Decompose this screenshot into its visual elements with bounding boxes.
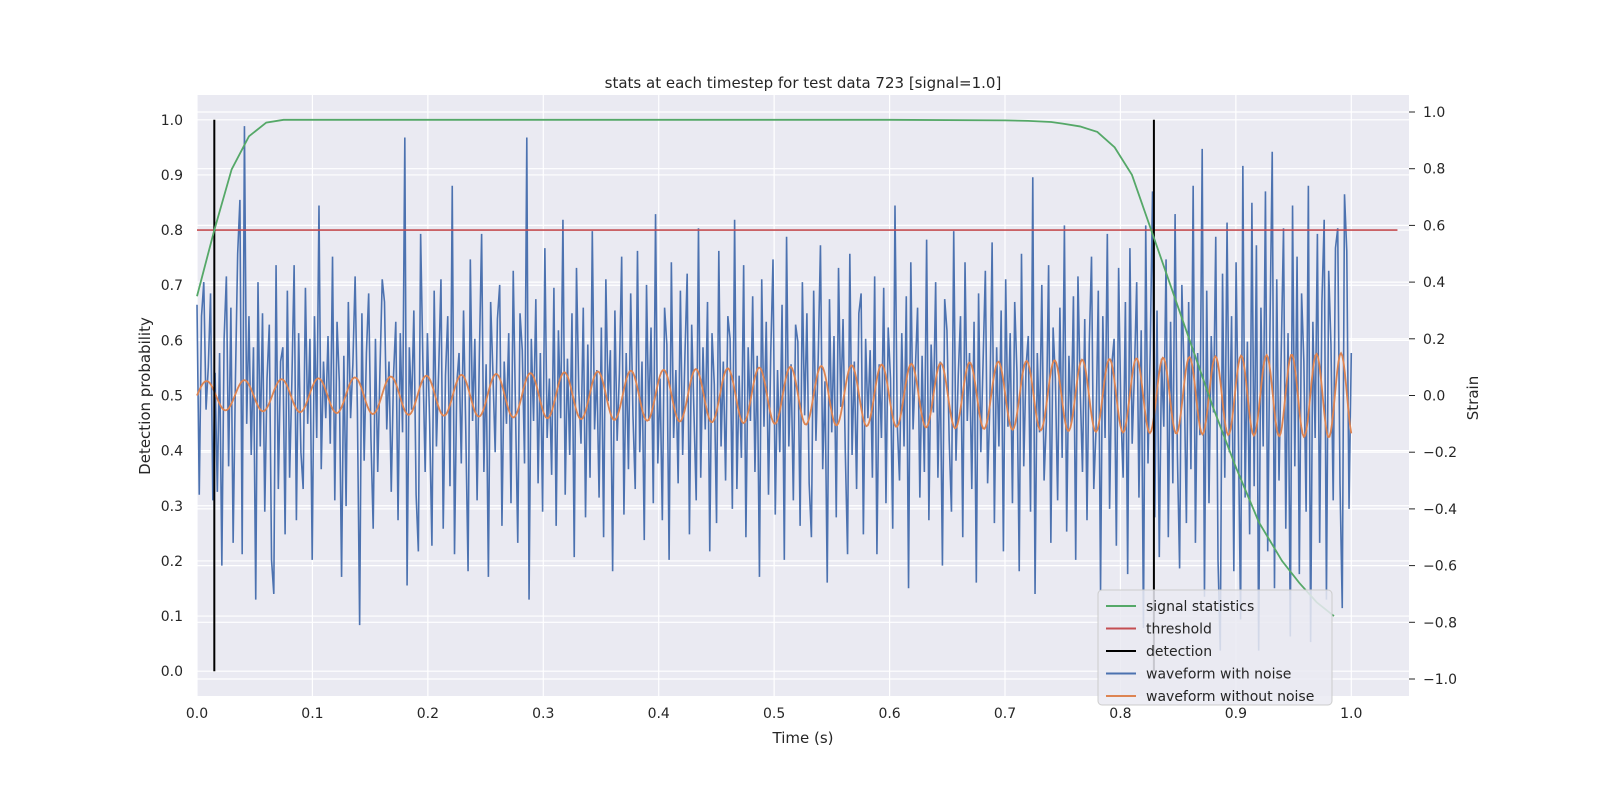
y2-tick-label: −0.4 [1423,502,1457,518]
x-tick-label: 0.1 [301,706,323,722]
x-tick-label: 0.9 [1225,706,1247,722]
x-axis-title: Time (s) [772,729,834,747]
y-tick-label: 0.7 [161,278,183,294]
y-tick-label: 0.9 [161,168,183,184]
y-tick-label: 0.8 [161,223,183,239]
y2-tick-label: −0.8 [1423,615,1457,631]
y-tick-label: 0.2 [161,554,183,570]
y2-tick-label: −0.2 [1423,445,1457,461]
y-tick-label: 1.0 [161,113,183,129]
y2-tick-label: 1.0 [1423,105,1445,121]
axes-layer: 0.0 0.1 0.2 0.3 0.4 0.5 0.6 0.7 0.8 0.9 1.0 0.0 0.1 0… [161,105,1457,722]
legend-box [1097,589,1333,706]
legend-label: waveform without noise [1146,689,1314,705]
x-tick-label: 1.0 [1340,706,1362,722]
y-tick-label: 0.4 [161,444,183,460]
y-tick-label: 0.0 [161,664,183,680]
series-waveform-without-noise [196,351,1353,439]
legend-label: waveform with noise [1146,667,1291,683]
legend: signal statistics threshold detection wavef… [1097,589,1333,706]
series-layer [196,118,1398,672]
y2-tick-label: −1.0 [1423,672,1457,688]
x-tick-label: 0.5 [763,706,785,722]
y2-tick-label: 0.4 [1423,275,1445,291]
y2-tick-label: −0.6 [1423,559,1457,575]
x-tick-label: 0.0 [186,706,208,722]
y2-tick-label: 0.0 [1423,389,1445,405]
y-axis-title: Detection probability [136,317,154,475]
x-tick-label: 0.4 [648,706,670,722]
legend-label: detection [1146,644,1212,660]
y2-tick-label: 0.2 [1423,332,1445,348]
legend-label: threshold [1146,622,1212,638]
x-tick-label: 0.7 [994,706,1016,722]
y2-tick-label: 0.6 [1423,218,1445,234]
x-tick-label: 0.2 [417,706,439,722]
series-waveform-with-noise [196,126,1353,651]
y-tick-label: 0.1 [161,609,183,625]
x-tick-label: 0.6 [878,706,900,722]
x-tick-label: 0.3 [532,706,554,722]
y-tick-label: 0.6 [161,333,183,349]
y-tick-label: 0.5 [161,389,183,405]
series-signal-statistics [196,118,1335,617]
chart-title: stats at each timestep for test data 723… [605,74,1002,92]
x-tick-label: 0.8 [1109,706,1131,722]
y2-axis-title: Strain [1464,376,1482,420]
y2-tick-label: 0.8 [1423,162,1445,178]
legend-label: signal statistics [1146,599,1254,615]
y-tick-label: 0.3 [161,499,183,515]
